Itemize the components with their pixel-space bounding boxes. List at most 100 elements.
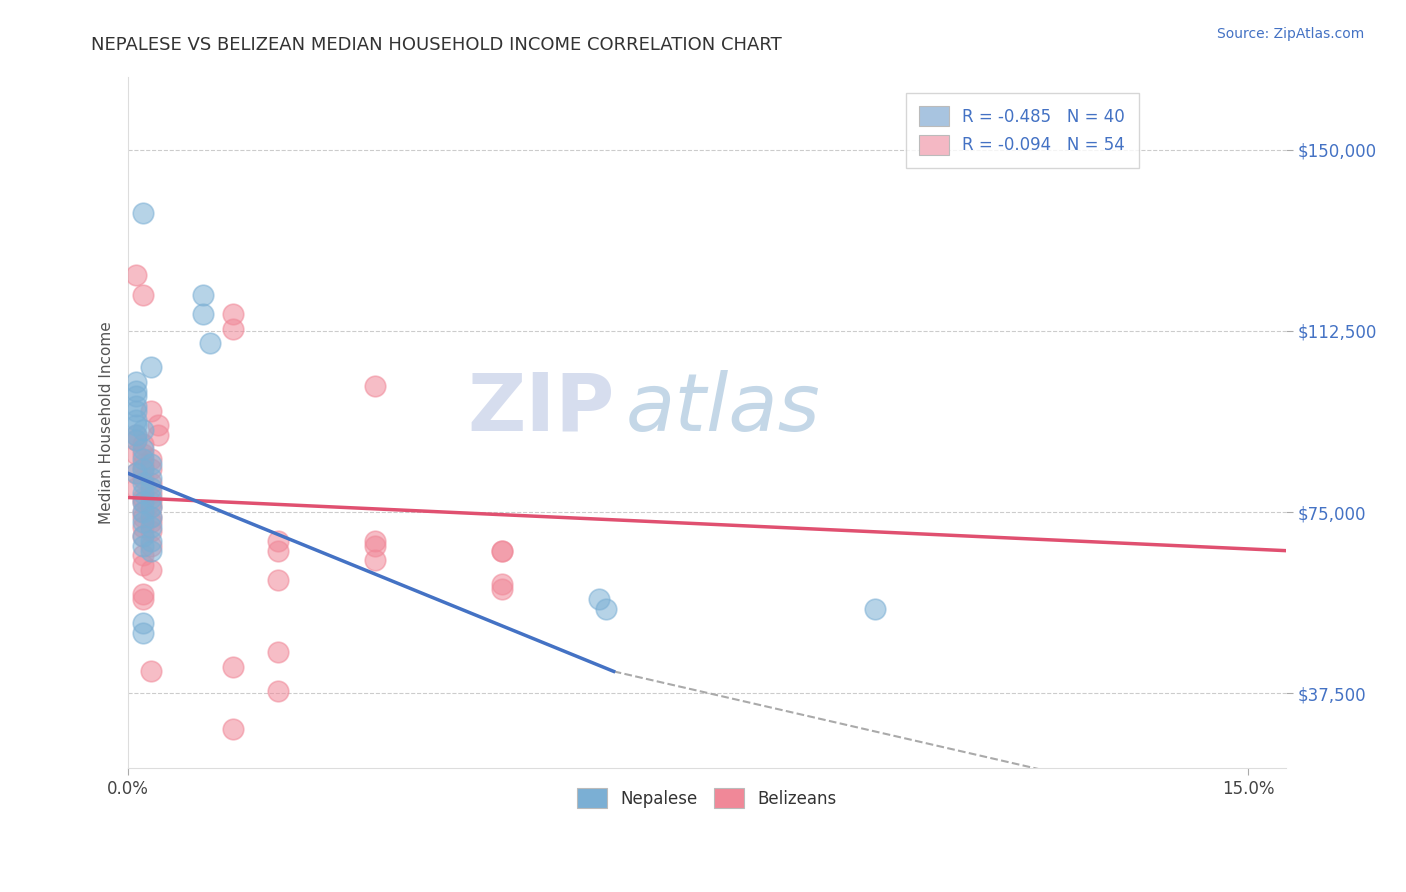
Point — [491, 543, 513, 558]
Point — [132, 587, 155, 601]
Point — [139, 500, 162, 515]
Point — [132, 461, 155, 475]
Point — [132, 423, 155, 437]
Point — [132, 625, 155, 640]
Point — [363, 553, 385, 567]
Point — [125, 467, 148, 481]
Point — [222, 307, 245, 321]
Point — [125, 413, 148, 427]
Point — [191, 287, 214, 301]
Point — [125, 433, 148, 447]
Point — [139, 457, 162, 471]
Text: ZIP: ZIP — [467, 370, 614, 448]
Point — [132, 485, 155, 500]
Point — [125, 467, 148, 481]
Point — [139, 533, 162, 548]
Point — [139, 471, 162, 485]
Point — [125, 447, 148, 461]
Point — [491, 582, 513, 597]
Point — [139, 495, 162, 509]
Point — [132, 457, 155, 471]
Point — [363, 539, 385, 553]
Point — [139, 509, 162, 524]
Point — [132, 505, 155, 519]
Point — [132, 558, 155, 573]
Point — [132, 529, 155, 543]
Point — [588, 591, 610, 606]
Point — [132, 205, 155, 219]
Point — [139, 491, 162, 505]
Point — [139, 403, 162, 417]
Point — [132, 437, 155, 451]
Point — [139, 476, 162, 491]
Point — [191, 307, 214, 321]
Point — [132, 515, 155, 529]
Point — [125, 418, 148, 433]
Point — [125, 481, 148, 495]
Point — [132, 591, 155, 606]
Point — [139, 563, 162, 577]
Point — [132, 519, 155, 533]
Point — [139, 519, 162, 533]
Text: NEPALESE VS BELIZEAN MEDIAN HOUSEHOLD INCOME CORRELATION CHART: NEPALESE VS BELIZEAN MEDIAN HOUSEHOLD IN… — [91, 36, 782, 54]
Point — [139, 485, 162, 500]
Point — [146, 427, 169, 442]
Point — [139, 524, 162, 539]
Point — [125, 399, 148, 413]
Point — [139, 461, 162, 475]
Point — [125, 389, 148, 403]
Point — [125, 427, 148, 442]
Point — [132, 549, 155, 563]
Point — [132, 447, 155, 461]
Point — [863, 601, 886, 615]
Point — [125, 403, 148, 417]
Point — [132, 287, 155, 301]
Point — [139, 665, 162, 679]
Point — [266, 645, 288, 659]
Point — [491, 577, 513, 591]
Point — [491, 543, 513, 558]
Point — [266, 683, 288, 698]
Point — [363, 379, 385, 393]
Point — [132, 491, 155, 505]
Point — [595, 601, 617, 615]
Point — [266, 543, 288, 558]
Point — [139, 360, 162, 375]
Point — [139, 539, 162, 553]
Point — [132, 442, 155, 457]
Point — [125, 384, 148, 399]
Point — [266, 573, 288, 587]
Text: atlas: atlas — [626, 370, 821, 448]
Point — [222, 659, 245, 673]
Y-axis label: Median Household Income: Median Household Income — [100, 321, 114, 524]
Point — [132, 471, 155, 485]
Point — [132, 451, 155, 466]
Point — [125, 375, 148, 389]
Point — [200, 336, 222, 351]
Legend: Nepalese, Belizeans: Nepalese, Belizeans — [571, 781, 844, 815]
Point — [125, 427, 148, 442]
Point — [125, 433, 148, 447]
Point — [139, 500, 162, 515]
Point — [132, 495, 155, 509]
Point — [146, 418, 169, 433]
Point — [363, 533, 385, 548]
Point — [139, 451, 162, 466]
Point — [132, 495, 155, 509]
Point — [132, 616, 155, 631]
Point — [222, 723, 245, 737]
Point — [132, 539, 155, 553]
Point — [132, 505, 155, 519]
Point — [139, 481, 162, 495]
Point — [139, 509, 162, 524]
Point — [266, 533, 288, 548]
Point — [139, 543, 162, 558]
Point — [125, 268, 148, 283]
Point — [222, 321, 245, 335]
Point — [139, 515, 162, 529]
Text: Source: ZipAtlas.com: Source: ZipAtlas.com — [1216, 27, 1364, 41]
Point — [132, 461, 155, 475]
Point — [132, 476, 155, 491]
Point — [132, 509, 155, 524]
Point — [132, 529, 155, 543]
